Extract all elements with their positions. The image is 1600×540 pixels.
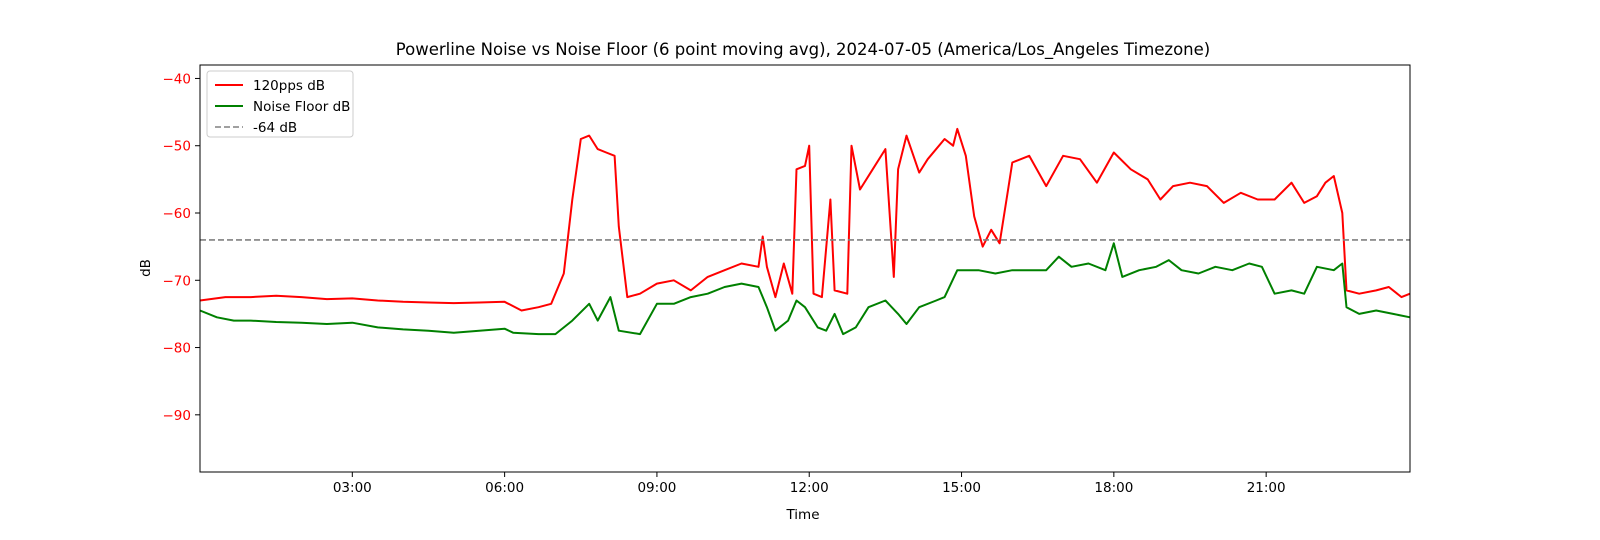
y-axis: −40 −50 −60 −70 −80 −90 — [163, 71, 200, 424]
legend-label: 120pps dB — [253, 78, 325, 94]
y-axis-label: dB — [138, 259, 154, 277]
chart-title: Powerline Noise vs Noise Floor (6 point … — [396, 40, 1210, 60]
x-tick-label: 15:00 — [942, 480, 981, 496]
legend: 120pps dB Noise Floor dB -64 dB — [206, 70, 354, 138]
legend-label: -64 dB — [253, 120, 297, 136]
x-tick-label: 21:00 — [1247, 480, 1286, 496]
x-axis: 03:00 06:00 09:00 12:00 15:00 18:00 21:00 — [333, 472, 1286, 496]
x-axis-label: Time — [785, 507, 819, 523]
x-tick-label: 03:00 — [333, 480, 372, 496]
y-tick-label: −50 — [163, 139, 192, 155]
plot-frame — [199, 64, 1411, 473]
y-tick-label: −70 — [163, 273, 192, 289]
plot-area — [199, 64, 1411, 473]
x-tick-label: 12:00 — [790, 480, 829, 496]
y-tick-label: −90 — [163, 408, 192, 424]
x-tick-label: 09:00 — [637, 480, 676, 496]
series-line-2 — [199, 242, 1411, 336]
y-tick-label: −60 — [163, 206, 192, 222]
series-line-1 — [199, 127, 1411, 312]
legend-label: Noise Floor dB — [253, 99, 350, 115]
x-tick-label: 06:00 — [485, 480, 524, 496]
y-tick-label: −80 — [163, 341, 192, 357]
x-tick-label: 18:00 — [1094, 480, 1133, 496]
y-tick-label: −40 — [163, 71, 192, 87]
legend-box — [206, 70, 354, 138]
